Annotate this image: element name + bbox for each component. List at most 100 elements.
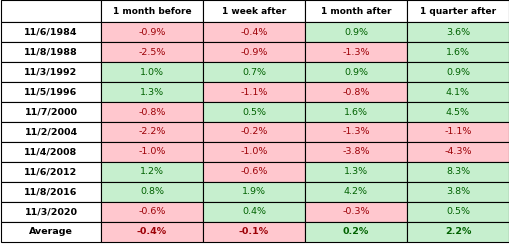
- Bar: [1, 102, 101, 122]
- Text: 11/8/2016: 11/8/2016: [24, 187, 77, 197]
- Text: -0.4%: -0.4%: [137, 227, 167, 236]
- Bar: [406, 202, 508, 222]
- Text: 3.8%: 3.8%: [445, 187, 469, 197]
- Text: 0.9%: 0.9%: [344, 67, 367, 77]
- Bar: [406, 62, 508, 82]
- Text: 11/4/2008: 11/4/2008: [24, 147, 77, 157]
- Text: -1.1%: -1.1%: [443, 127, 471, 137]
- Text: -1.0%: -1.0%: [138, 147, 165, 157]
- Bar: [203, 142, 304, 162]
- Text: 8.3%: 8.3%: [445, 167, 469, 177]
- Text: -0.9%: -0.9%: [240, 47, 267, 57]
- Bar: [101, 142, 203, 162]
- Bar: [406, 122, 508, 142]
- Text: 3.6%: 3.6%: [445, 27, 469, 37]
- Bar: [101, 82, 203, 102]
- Text: 11/6/1984: 11/6/1984: [24, 27, 77, 37]
- Bar: [101, 122, 203, 142]
- Text: 11/6/2012: 11/6/2012: [24, 167, 77, 177]
- Text: -0.2%: -0.2%: [240, 127, 267, 137]
- Text: 1 month before: 1 month before: [112, 6, 191, 16]
- Text: 11/5/1996: 11/5/1996: [24, 87, 77, 97]
- Bar: [304, 42, 406, 62]
- Bar: [304, 0, 406, 22]
- Bar: [304, 162, 406, 182]
- Text: 0.8%: 0.8%: [140, 187, 164, 197]
- Bar: [203, 102, 304, 122]
- Bar: [203, 162, 304, 182]
- Bar: [304, 222, 406, 242]
- Bar: [1, 82, 101, 102]
- Bar: [304, 142, 406, 162]
- Text: 1 week after: 1 week after: [221, 6, 286, 16]
- Bar: [1, 42, 101, 62]
- Text: 1.3%: 1.3%: [139, 87, 164, 97]
- Bar: [304, 122, 406, 142]
- Text: 1.0%: 1.0%: [140, 67, 164, 77]
- Text: 11/8/1988: 11/8/1988: [24, 47, 78, 57]
- Bar: [203, 42, 304, 62]
- Bar: [304, 62, 406, 82]
- Bar: [1, 142, 101, 162]
- Bar: [304, 82, 406, 102]
- Bar: [304, 22, 406, 42]
- Text: -2.2%: -2.2%: [138, 127, 165, 137]
- Bar: [101, 182, 203, 202]
- Text: -0.9%: -0.9%: [138, 27, 165, 37]
- Text: -0.8%: -0.8%: [138, 107, 165, 117]
- Text: -0.1%: -0.1%: [239, 227, 269, 236]
- Text: 4.1%: 4.1%: [445, 87, 469, 97]
- Text: -0.8%: -0.8%: [342, 87, 369, 97]
- Text: 0.7%: 0.7%: [242, 67, 266, 77]
- Bar: [1, 62, 101, 82]
- Text: -2.5%: -2.5%: [138, 47, 165, 57]
- Bar: [406, 22, 508, 42]
- Bar: [101, 62, 203, 82]
- Bar: [203, 82, 304, 102]
- Text: 1.2%: 1.2%: [140, 167, 164, 177]
- Text: -0.6%: -0.6%: [240, 167, 267, 177]
- Text: 11/2/2004: 11/2/2004: [24, 127, 77, 137]
- Text: 1.6%: 1.6%: [344, 107, 367, 117]
- Text: 0.5%: 0.5%: [445, 207, 469, 217]
- Bar: [406, 0, 508, 22]
- Bar: [406, 182, 508, 202]
- Bar: [101, 22, 203, 42]
- Text: 0.5%: 0.5%: [242, 107, 266, 117]
- Bar: [101, 42, 203, 62]
- Text: -0.6%: -0.6%: [138, 207, 165, 217]
- Bar: [101, 102, 203, 122]
- Bar: [203, 122, 304, 142]
- Text: 1.3%: 1.3%: [343, 167, 367, 177]
- Text: 4.2%: 4.2%: [344, 187, 367, 197]
- Bar: [101, 222, 203, 242]
- Text: -4.3%: -4.3%: [443, 147, 471, 157]
- Bar: [203, 22, 304, 42]
- Bar: [406, 162, 508, 182]
- Text: 0.4%: 0.4%: [242, 207, 266, 217]
- Text: 0.2%: 0.2%: [342, 227, 369, 236]
- Bar: [1, 22, 101, 42]
- Bar: [1, 202, 101, 222]
- Bar: [406, 82, 508, 102]
- Text: 1 quarter after: 1 quarter after: [419, 6, 495, 16]
- Text: Average: Average: [29, 227, 73, 236]
- Text: -0.3%: -0.3%: [342, 207, 369, 217]
- Text: -3.8%: -3.8%: [342, 147, 369, 157]
- Text: 1 month after: 1 month after: [320, 6, 390, 16]
- Text: -1.0%: -1.0%: [240, 147, 267, 157]
- Bar: [304, 182, 406, 202]
- Bar: [406, 102, 508, 122]
- Bar: [101, 202, 203, 222]
- Text: 4.5%: 4.5%: [445, 107, 469, 117]
- Bar: [1, 0, 101, 22]
- Bar: [203, 182, 304, 202]
- Text: -1.3%: -1.3%: [342, 47, 369, 57]
- Text: 0.9%: 0.9%: [445, 67, 469, 77]
- Text: -1.1%: -1.1%: [240, 87, 267, 97]
- Text: 11/7/2000: 11/7/2000: [24, 107, 77, 117]
- Text: 2.2%: 2.2%: [444, 227, 470, 236]
- Text: -0.4%: -0.4%: [240, 27, 267, 37]
- Bar: [203, 62, 304, 82]
- Bar: [304, 202, 406, 222]
